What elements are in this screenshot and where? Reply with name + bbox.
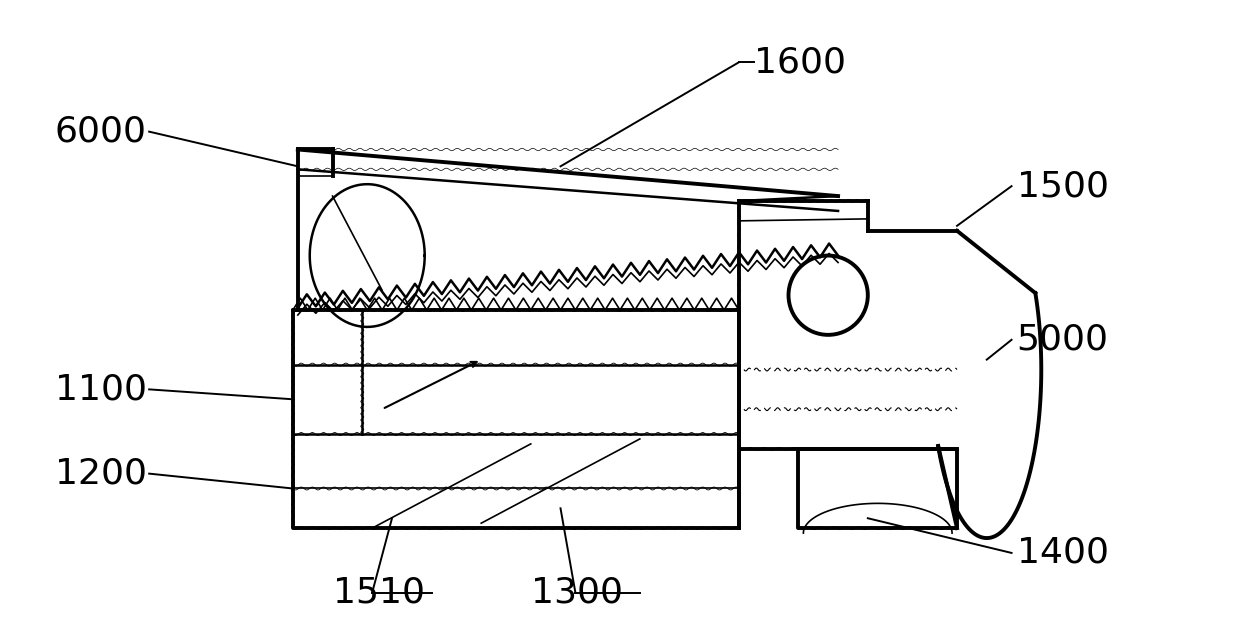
Text: 1600: 1600 [753,45,846,80]
Text: 1500: 1500 [1016,169,1109,203]
Text: 1510: 1510 [332,576,425,609]
Text: 1100: 1100 [55,372,147,406]
Text: 1400: 1400 [1016,536,1109,570]
Text: 6000: 6000 [55,114,147,149]
Text: 5000: 5000 [1016,323,1109,357]
Text: 1200: 1200 [55,457,147,490]
Text: 1300: 1300 [530,576,623,609]
